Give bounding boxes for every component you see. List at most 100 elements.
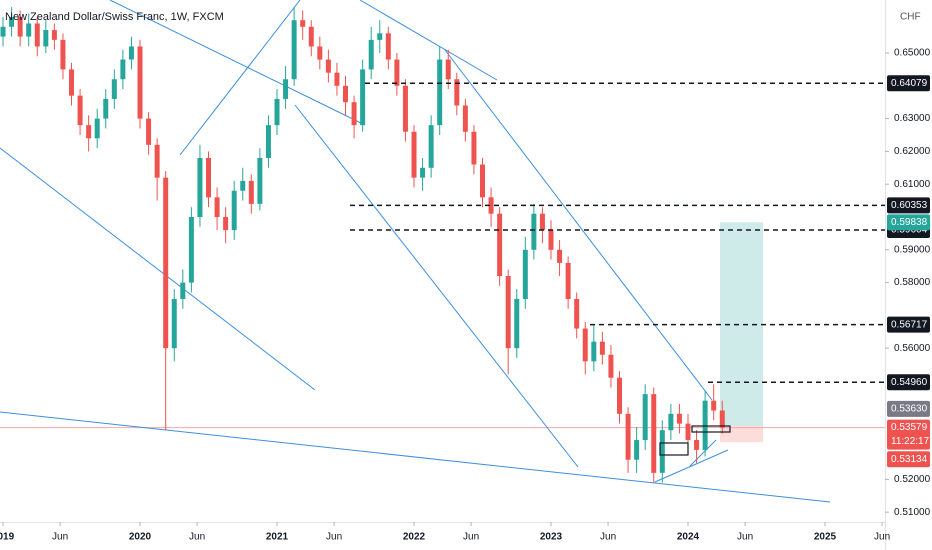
x-tick-label: 2020	[129, 532, 152, 543]
candle-body	[668, 413, 674, 431]
candle-body	[411, 131, 417, 178]
candle-body	[34, 23, 40, 47]
x-tick-label: 2019	[0, 532, 15, 543]
candle-body	[574, 298, 580, 329]
candle-body	[480, 164, 486, 198]
candle-body	[188, 216, 194, 283]
x-tick-label: 2023	[540, 532, 563, 543]
candle-body	[377, 33, 383, 40]
chart-title: New Zealand Dollar/Swiss Franc, 1W, FXCM	[5, 11, 224, 23]
candle-body	[711, 400, 717, 411]
candle-body	[223, 216, 229, 231]
x-tick-label: 2024	[677, 532, 700, 543]
candle-body	[497, 213, 503, 277]
candle-body	[137, 46, 143, 119]
candle-body	[582, 328, 588, 362]
trendline	[179, 0, 301, 156]
box-annotation	[691, 425, 731, 433]
candle-body	[154, 144, 160, 178]
candle-body	[514, 298, 520, 349]
candle-body	[548, 230, 554, 250]
x-tick-label: 2025	[814, 532, 837, 543]
candle-body	[120, 59, 126, 80]
candle-body	[77, 95, 83, 126]
candle-body	[69, 69, 75, 96]
candle-body	[608, 354, 614, 378]
y-tick-label: 0.65000	[894, 48, 931, 59]
candle-body	[206, 157, 212, 198]
candle-body	[471, 131, 477, 165]
candle-body	[231, 190, 237, 231]
candle-body	[565, 262, 571, 299]
x-tick-label: Jun	[52, 532, 68, 543]
candle-body	[368, 39, 374, 70]
trendline	[0, 411, 831, 503]
countdown: 11:22:17	[891, 436, 930, 447]
y-tick-label: 0.62000	[894, 146, 931, 157]
candle-body	[86, 125, 92, 139]
candle-body	[402, 85, 408, 132]
y-tick-label: 0.56000	[894, 343, 931, 354]
candle-body	[103, 98, 109, 119]
level-label: 0.64079	[891, 78, 928, 89]
candle-body	[197, 157, 203, 217]
currency-label: CHF	[900, 12, 921, 23]
x-tick-label: Jun	[463, 532, 479, 543]
candle-body	[539, 213, 545, 231]
candle-body	[343, 85, 349, 103]
level-label: 0.60353	[891, 200, 928, 211]
x-tick-label: Jun	[737, 532, 753, 543]
candle-body	[694, 440, 700, 450]
candle-body	[651, 394, 657, 473]
candle-body	[214, 197, 220, 217]
y-tick-label: 0.51000	[894, 507, 931, 518]
candle-body	[428, 125, 434, 168]
level-label-bg	[887, 197, 930, 214]
candle-body	[308, 26, 314, 47]
candle-body	[685, 423, 691, 441]
target-label-bg	[887, 214, 930, 231]
candle-body	[111, 79, 117, 99]
candle-body	[394, 59, 400, 86]
candle-body	[531, 213, 537, 250]
x-tick-label: Jun	[326, 532, 342, 543]
overlay	[350, 82, 885, 456]
loss-zone	[720, 425, 763, 443]
trendline	[359, 0, 498, 81]
candle-body	[505, 276, 511, 349]
candle-body	[274, 98, 280, 126]
candle-body	[146, 118, 152, 145]
candle-body	[617, 377, 622, 414]
trendline	[109, 0, 366, 126]
candle-body	[522, 249, 528, 299]
candle-body	[317, 46, 323, 60]
trendline	[294, 104, 579, 468]
candle-body	[360, 69, 366, 126]
entry-label: 0.53630	[891, 404, 928, 415]
candle-body	[719, 410, 725, 428]
candle-body	[634, 440, 640, 460]
candle-body	[325, 59, 331, 73]
candle-body	[9, 16, 15, 27]
stop-label: 0.53134	[891, 454, 928, 465]
candle-body	[445, 59, 451, 80]
trendline	[689, 439, 717, 467]
y-tick-label: 0.59000	[894, 244, 931, 255]
x-tick-label: Jun	[189, 532, 205, 543]
candle-body	[283, 79, 289, 99]
candle-body	[300, 20, 306, 27]
candle-body	[171, 298, 177, 349]
candle-body	[0, 26, 6, 37]
candle-body	[163, 177, 169, 349]
candle-body	[702, 400, 708, 450]
candle-body	[420, 167, 426, 178]
entry-label-bg	[887, 400, 930, 417]
target-label: 0.59838	[891, 217, 928, 228]
last-price-label: 0.53579	[891, 422, 928, 433]
trendline	[444, 49, 713, 401]
time-axis	[0, 522, 885, 550]
candle-body	[462, 105, 468, 132]
trendlines	[0, 0, 831, 503]
